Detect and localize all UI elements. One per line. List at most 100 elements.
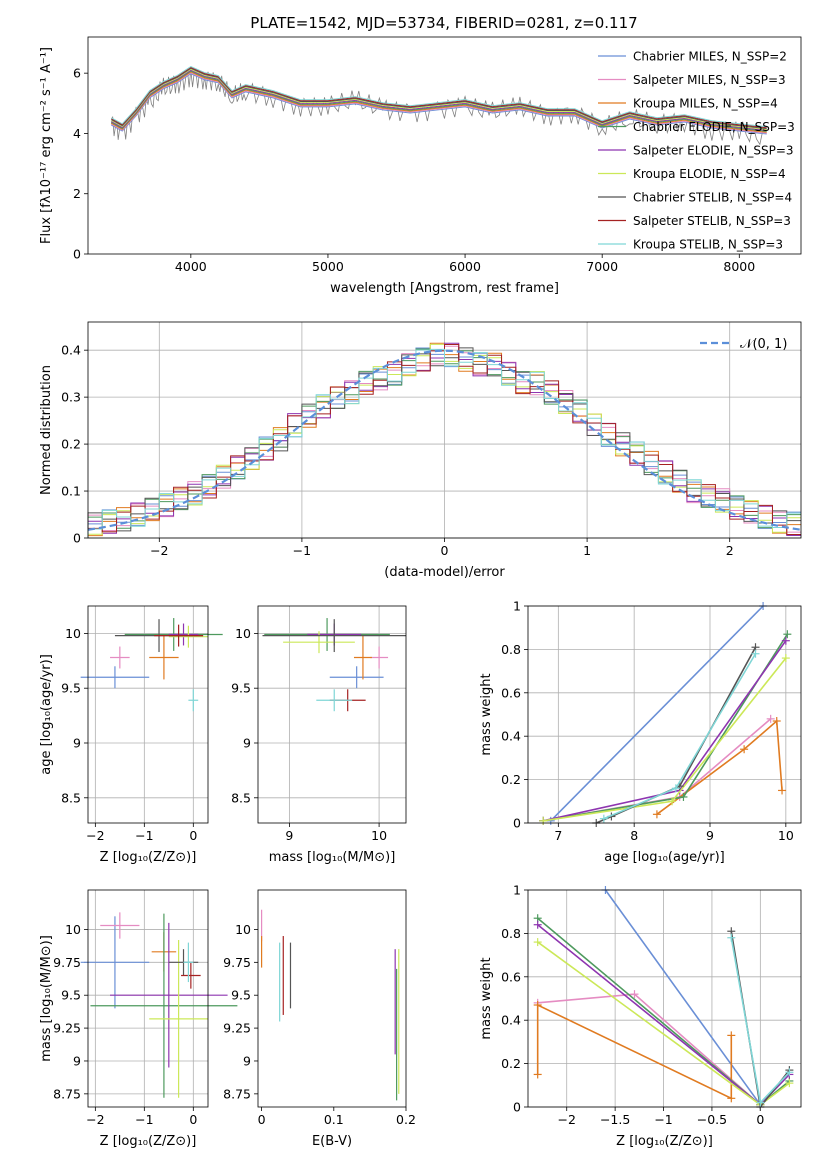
y-tick-label: 9.5 bbox=[231, 988, 251, 1003]
axes-spectrum: 4000 5000 6000 7000 8000 0 2 4 6 wavelength [Angs… bbox=[39, 36, 802, 296]
axes-mass_vs_EBV: 0 0.1 0.2 8.75 9 9.25 9.5 9.75 10 E(B-V) bbox=[223, 889, 416, 1149]
axes-mass_vs_Z: −2 −1 0 8.75 9 9.25 9.5 9.75 10 Z [log₁₀(Z/Z⊙)] ma… bbox=[39, 889, 238, 1149]
x-tick-label: 0 bbox=[258, 1112, 266, 1127]
error-bar-point bbox=[353, 635, 372, 680]
plot-area bbox=[533, 886, 794, 1111]
y-tick-label: 9.75 bbox=[223, 955, 251, 970]
weight-marker bbox=[727, 933, 736, 942]
y-tick-label: 0 bbox=[513, 1100, 521, 1115]
error-bar-point bbox=[110, 646, 130, 669]
x-tick-label: 9 bbox=[285, 828, 293, 843]
axes-frame bbox=[527, 605, 802, 824]
weight-line bbox=[656, 719, 783, 815]
y-tick-label: 9.25 bbox=[223, 1021, 251, 1036]
weight-marker bbox=[533, 1070, 542, 1079]
x-tick-label: −0.5 bbox=[697, 1112, 727, 1127]
y-tick-label: 0.2 bbox=[501, 772, 521, 787]
weight-marker bbox=[766, 714, 775, 723]
x-axis-label: Z [log₁₀(Z/Z⊙)] bbox=[100, 850, 197, 865]
x-tick-label: 0 bbox=[441, 543, 449, 558]
weight-marker bbox=[539, 816, 548, 825]
y-axis-label: age [log₁₀(age/yr)] bbox=[39, 654, 54, 775]
y-tick-label: 0.2 bbox=[61, 437, 81, 452]
x-tick-label: 10 bbox=[371, 828, 387, 843]
y-tick-label: 9 bbox=[243, 1053, 251, 1068]
model-spectrum-line bbox=[111, 70, 767, 132]
y-axis-label: Flux [fλ10⁻¹⁷ erg cm⁻² s⁻¹ A⁻¹] bbox=[39, 47, 54, 244]
x-tick-label: 7 bbox=[554, 828, 562, 843]
weight-marker bbox=[785, 1068, 794, 1077]
axes-frame bbox=[87, 889, 209, 1108]
y-tick-label: 0.1 bbox=[61, 484, 81, 499]
weight-line bbox=[543, 718, 772, 822]
x-tick-label: 1 bbox=[583, 543, 591, 558]
error-bar-point bbox=[183, 942, 194, 983]
y-tick-label: 9.75 bbox=[53, 955, 81, 970]
weight-marker bbox=[740, 745, 749, 754]
weight-marker bbox=[783, 630, 792, 639]
x-tick-label: 10 bbox=[778, 828, 794, 843]
axes-frame bbox=[87, 321, 802, 539]
x-tick-label: 8000 bbox=[723, 259, 755, 274]
x-tick-label: 0 bbox=[189, 828, 197, 843]
y-tick-label: 6 bbox=[73, 66, 81, 81]
model-spectrum-line bbox=[111, 73, 767, 135]
weight-line bbox=[550, 605, 764, 822]
x-tick-label: 4000 bbox=[175, 259, 207, 274]
error-bar-point bbox=[100, 912, 140, 939]
y-tick-label: 0.3 bbox=[61, 390, 81, 405]
weight-marker bbox=[756, 1098, 765, 1107]
x-axis-label: E(B-V) bbox=[312, 1134, 352, 1149]
x-tick-label: 9 bbox=[706, 828, 714, 843]
x-tick-label: 0 bbox=[756, 1112, 764, 1127]
x-tick-label: 6000 bbox=[449, 259, 481, 274]
model-spectrum-line bbox=[111, 66, 767, 129]
y-tick-label: 9.25 bbox=[53, 1021, 81, 1036]
weight-marker bbox=[630, 990, 639, 999]
x-axis-label: mass [log₁₀(M/M⊙)] bbox=[269, 850, 396, 865]
y-axis-label: mass [log₁₀(M/M⊙)] bbox=[39, 935, 54, 1062]
axes-frame bbox=[87, 36, 802, 255]
y-tick-label: 1 bbox=[513, 599, 521, 614]
weight-marker bbox=[679, 792, 688, 801]
x-axis-label: Z [log₁₀(Z/Z⊙)] bbox=[616, 1134, 713, 1149]
legend-label: Chabrier MILES, N_SSP=2 bbox=[633, 50, 787, 64]
y-tick-label: 0 bbox=[513, 816, 521, 831]
axes-age_vs_mass: 9 10 8.5 9 9.5 10 mass [log₁₀(M/M⊙)] bbox=[231, 605, 407, 865]
error-bar-point bbox=[316, 689, 353, 712]
axes-residuals: −2 −1 0 1 2 0 0.1 0.2 0.3 0.4 (data-model)/error No… bbox=[39, 321, 802, 580]
axes-weight_vs_Z: −2 −1.5 −1 −0.5 0 0 0.2 0.4 0.6 0.8 1 Z [log₁₀(Z/Z⊙… bbox=[479, 883, 802, 1149]
model-spectrum-line bbox=[111, 65, 767, 128]
y-axis-label: mass weight bbox=[479, 673, 494, 755]
error-bar-point bbox=[168, 623, 199, 646]
axes-frame bbox=[527, 889, 802, 1108]
model-spectrum-line bbox=[111, 67, 767, 130]
x-tick-label: −1 bbox=[135, 828, 153, 843]
weight-marker bbox=[781, 654, 790, 663]
weight-marker bbox=[781, 636, 790, 645]
weight-marker bbox=[727, 1031, 736, 1040]
legend-label: Kroupa MILES, N_SSP=4 bbox=[633, 97, 778, 111]
y-tick-label: 8.5 bbox=[231, 790, 251, 805]
axes-frame bbox=[257, 605, 407, 824]
y-tick-label: 0.4 bbox=[61, 343, 81, 358]
model-spectrum-line bbox=[111, 68, 767, 131]
x-axis-label: age [log₁₀(age/yr)] bbox=[604, 850, 725, 865]
weight-marker bbox=[772, 717, 781, 726]
error-bar-point bbox=[329, 666, 384, 689]
error-bar-point bbox=[80, 666, 150, 689]
y-tick-label: 8.75 bbox=[223, 1086, 251, 1101]
y-tick-label: 0.8 bbox=[501, 642, 521, 657]
figure-title: PLATE=1542, MJD=53734, FIBERID=0281, z=0… bbox=[250, 14, 637, 32]
legend-label: 𝒩(0, 1) bbox=[740, 337, 787, 352]
weight-marker bbox=[671, 784, 680, 793]
x-tick-label: 0 bbox=[189, 1112, 197, 1127]
axes-frame bbox=[87, 605, 209, 824]
y-tick-label: 10 bbox=[65, 922, 81, 937]
y-tick-label: 10 bbox=[65, 626, 81, 641]
y-tick-label: 10 bbox=[235, 922, 251, 937]
x-tick-label: −2 bbox=[150, 543, 168, 558]
plot-area bbox=[261, 909, 400, 1101]
y-tick-label: 0.4 bbox=[501, 1013, 521, 1028]
x-axis-label: wavelength [Angstrom, rest frame] bbox=[330, 281, 559, 296]
